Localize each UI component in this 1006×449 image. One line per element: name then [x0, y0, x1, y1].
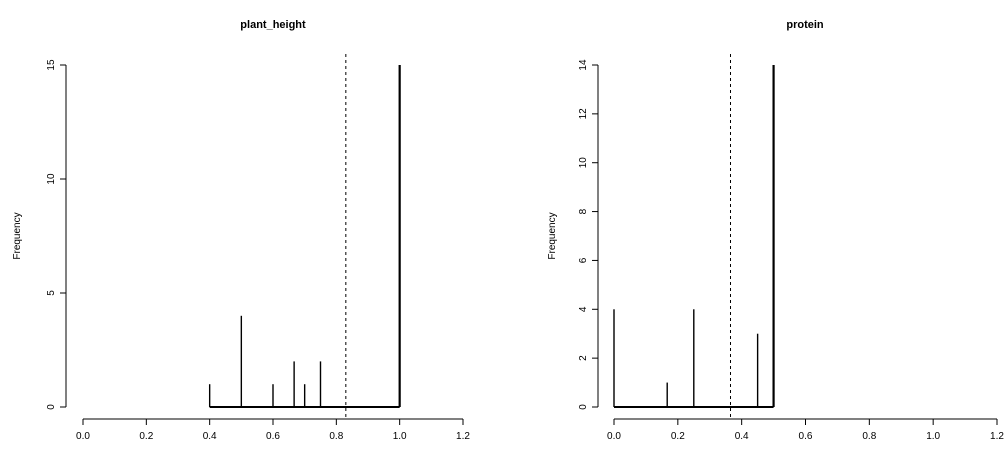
y-tick-label: 8: [578, 208, 589, 214]
x-tick-label: 1.2: [990, 431, 1004, 442]
y-axis-label: Frequency: [547, 212, 558, 259]
y-tick-label: 14: [578, 59, 589, 71]
x-tick-label: 1.0: [393, 431, 407, 442]
x-tick-label: 0.6: [266, 431, 280, 442]
y-tick-label: 15: [46, 59, 57, 71]
x-tick-label: 1.2: [456, 431, 470, 442]
x-tick-label: 0.4: [203, 431, 217, 442]
chart-panel-plant-height: plant_height Frequency 0 5 10 15 0.0 0.2 0.4 0.6 0…: [12, 19, 470, 442]
x-tick-label: 0.8: [329, 431, 343, 442]
x-tick-label: 0.0: [76, 431, 90, 442]
chart-panel-protein: protein Frequency 0 2 4 6 8 10 12 14 0.0 0.2 0.4 0.6 0…: [547, 19, 1004, 442]
y-tick-label: 4: [578, 306, 589, 312]
y-tick-label: 5: [46, 290, 57, 296]
x-tick-label: 0.8: [862, 431, 876, 442]
x-tick-label: 0.6: [799, 431, 813, 442]
x-tick-label: 0.2: [139, 431, 153, 442]
x-tick-label: 0.4: [735, 431, 749, 442]
x-tick-label: 0.2: [671, 431, 685, 442]
chart-title: protein: [786, 19, 824, 31]
y-tick-label: 0: [46, 404, 57, 410]
x-tick-label: 0.0: [607, 431, 621, 442]
y-axis-label: Frequency: [12, 212, 23, 259]
y-tick-label: 10: [46, 173, 57, 185]
x-tick-label: 1.0: [926, 431, 940, 442]
y-tick-label: 0: [578, 404, 589, 410]
chart-title: plant_height: [240, 19, 306, 31]
y-tick-label: 10: [578, 157, 589, 169]
y-tick-label: 12: [578, 108, 589, 120]
y-tick-label: 2: [578, 355, 589, 361]
y-tick-label: 6: [578, 257, 589, 263]
